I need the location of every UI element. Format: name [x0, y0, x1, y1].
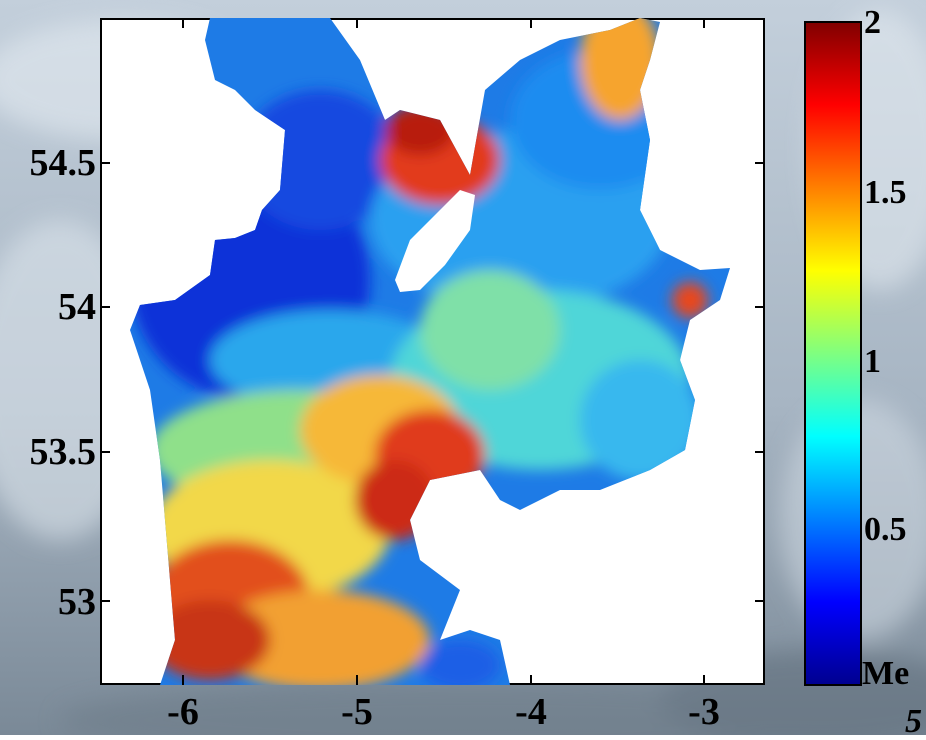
colorbar-unit-label: Me — [862, 655, 910, 692]
clipped-text: 5 — [905, 703, 922, 740]
x-tick-label: -4 — [515, 691, 547, 733]
y-tick-label: 53 — [58, 581, 96, 623]
y-tick-label: 54.5 — [29, 142, 97, 184]
colorbar-tick-label: 2 — [864, 4, 881, 41]
x-tick-label: -3 — [688, 691, 720, 733]
colorbar-tick-label: 0.5 — [864, 511, 907, 548]
colorbar — [804, 21, 862, 686]
colorbar-tick-label: 1 — [864, 343, 881, 380]
y-tick-label: 54 — [58, 286, 96, 328]
y-tick-label: 53.5 — [29, 431, 97, 473]
x-tick-label: -6 — [167, 691, 199, 733]
x-tick-label: -5 — [341, 691, 373, 733]
colorbar-tick-label: 1.5 — [864, 174, 907, 211]
